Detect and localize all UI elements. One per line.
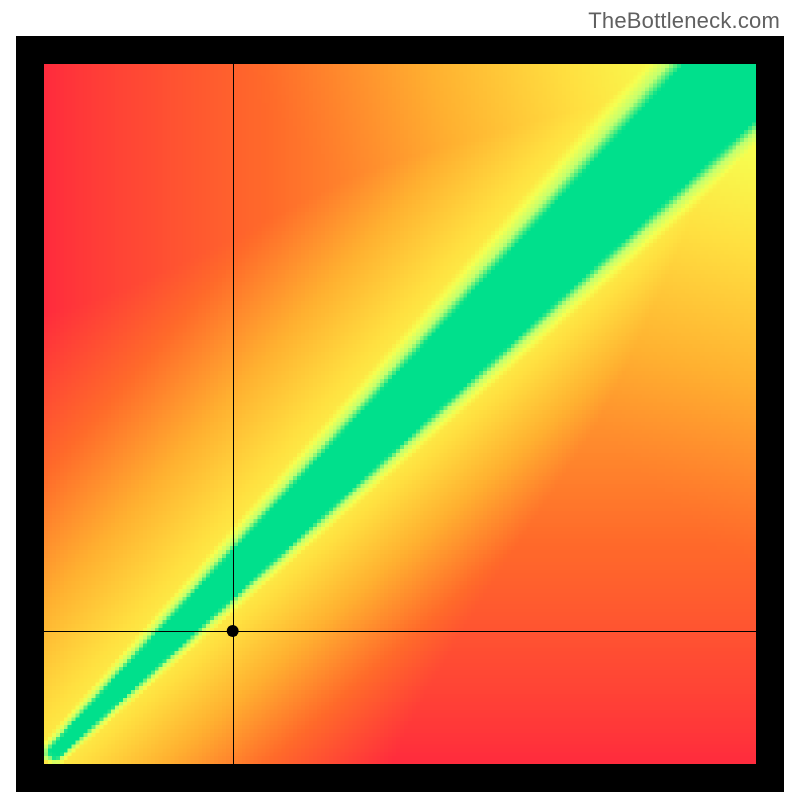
plot-black-frame	[16, 36, 784, 792]
chart-container: TheBottleneck.com	[0, 0, 800, 800]
heatmap-canvas-wrap	[44, 64, 756, 764]
watermark-text: TheBottleneck.com	[588, 8, 780, 34]
crosshair-overlay	[44, 64, 756, 764]
